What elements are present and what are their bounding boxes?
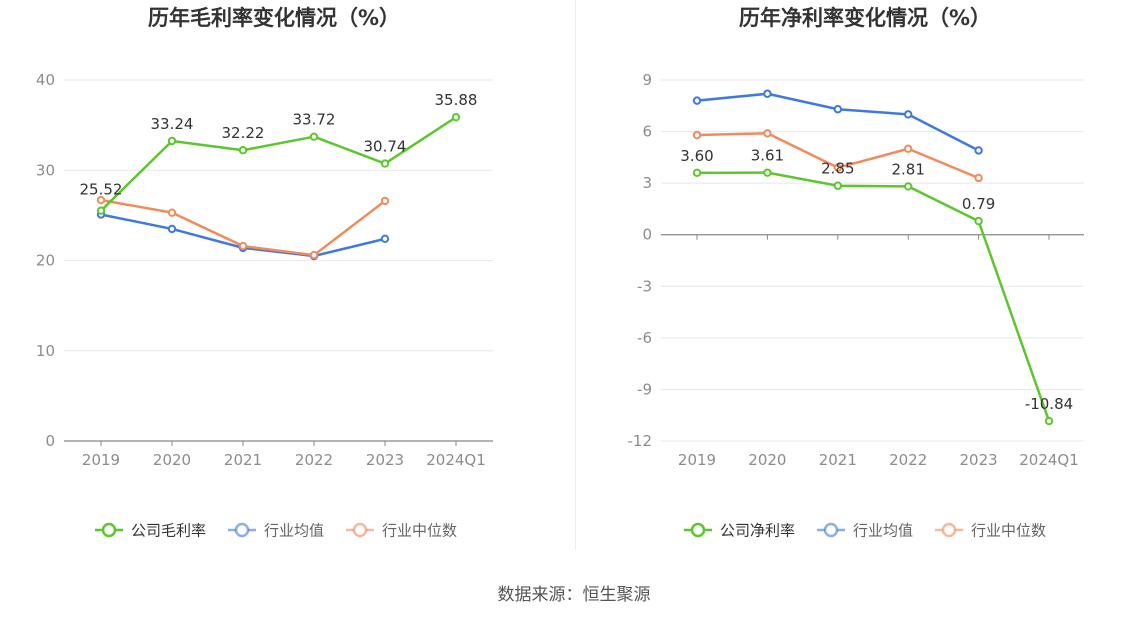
data-label: 33.24 (151, 115, 194, 133)
data-point-company (451, 112, 461, 122)
data-point-company (380, 159, 390, 168)
data-point-company (96, 206, 106, 215)
data-point-industry_median (238, 241, 248, 251)
x-tick-label: 2019 (678, 451, 716, 469)
legend-marker-industry_median (352, 522, 368, 538)
data-point-industry_avg (692, 96, 702, 105)
legend-marker-company (101, 522, 117, 538)
legend-marker-industry_median (941, 522, 957, 538)
y-tick-label: -12 (628, 432, 653, 450)
data-label: 2.85 (821, 160, 854, 178)
data-label: 3.60 (680, 147, 713, 165)
y-tick-label: 3 (642, 174, 652, 192)
y-tick-label: 0 (642, 226, 652, 244)
y-tick-label: 30 (36, 161, 55, 179)
x-tick-label: 2019 (82, 451, 120, 469)
data-label: 2.81 (891, 160, 924, 178)
data-point-industry_median (904, 144, 913, 153)
data-point-industry_avg (380, 234, 390, 244)
legend-label-company: 公司毛利率 (131, 522, 206, 540)
data-point-industry_median (96, 195, 106, 205)
data-point-industry_avg (833, 105, 842, 114)
data-point-company (692, 168, 702, 178)
data-point-company (833, 181, 842, 190)
y-tick-label: 10 (36, 342, 55, 360)
data-point-company (763, 168, 772, 177)
legend-label-company: 公司净利率 (720, 522, 795, 540)
legend-label-industry_avg: 行业均值 (853, 522, 913, 540)
data-point-industry_median (309, 250, 319, 260)
legend-label-industry_median: 行业中位数 (382, 522, 457, 540)
data-point-company (309, 132, 319, 141)
x-tick-label: 2020 (748, 451, 786, 469)
x-tick-label: 2021 (819, 451, 857, 469)
data-point-company (238, 146, 248, 155)
data-label: 3.61 (751, 147, 784, 165)
data-point-industry_median (692, 130, 702, 140)
y-tick-label: 9 (642, 71, 652, 89)
legend-label-industry_median: 行业中位数 (971, 522, 1046, 540)
y-tick-label: -3 (637, 277, 652, 295)
data-label: 25.52 (80, 181, 123, 199)
chart-title-2: 历年净利率变化情况（%） (739, 6, 991, 30)
data-source-footer: 数据来源：恒生聚源 (497, 585, 651, 605)
data-point-industry_median (763, 129, 772, 138)
x-tick-label: 2021 (224, 451, 262, 469)
data-point-company (974, 216, 983, 226)
data-point-industry_median (833, 163, 842, 172)
y-tick-label: -9 (637, 380, 652, 398)
series-line-company (696, 171, 1051, 422)
data-point-industry_avg (763, 89, 772, 98)
data-label: 30.74 (364, 138, 407, 156)
data-point-company (904, 182, 913, 191)
x-tick-label: 2023 (366, 451, 404, 469)
data-label: -10.84 (1025, 395, 1073, 413)
data-point-industry_median (167, 208, 177, 217)
legend-marker-company (690, 522, 706, 538)
x-tick-label: 2022 (295, 451, 333, 469)
data-point-industry_avg (904, 110, 913, 119)
data-point-company (1044, 416, 1054, 426)
data-label: 35.88 (435, 91, 478, 109)
chart-title-1: 历年毛利率变化情况（%） (148, 6, 400, 30)
data-point-industry_median (974, 173, 983, 183)
y-tick-label: -6 (637, 329, 652, 347)
panel-divider (575, 0, 576, 550)
data-point-industry_avg (167, 224, 177, 234)
data-label: 0.79 (962, 195, 995, 213)
x-tick-label: 2022 (889, 451, 927, 469)
x-tick-label: 2023 (960, 451, 998, 469)
data-label: 32.22 (222, 124, 265, 142)
data-point-industry_median (380, 196, 390, 206)
y-tick-label: 40 (36, 71, 55, 89)
y-tick-label: 6 (642, 123, 652, 141)
data-label: 33.72 (293, 111, 336, 129)
y-tick-label: 0 (45, 432, 55, 450)
data-point-company (167, 136, 177, 146)
series-line-industry_avg (696, 92, 980, 152)
data-point-industry_avg (974, 146, 983, 155)
legend-marker-industry_avg (234, 522, 250, 538)
x-tick-label: 2024Q1 (426, 451, 486, 469)
y-tick-label: 20 (36, 252, 55, 270)
series-line-company (100, 116, 457, 212)
x-tick-label: 2020 (153, 451, 191, 469)
legend-label-industry_avg: 行业均值 (264, 522, 324, 540)
x-tick-label: 2024Q1 (1019, 451, 1079, 469)
legend-marker-industry_avg (823, 522, 839, 538)
